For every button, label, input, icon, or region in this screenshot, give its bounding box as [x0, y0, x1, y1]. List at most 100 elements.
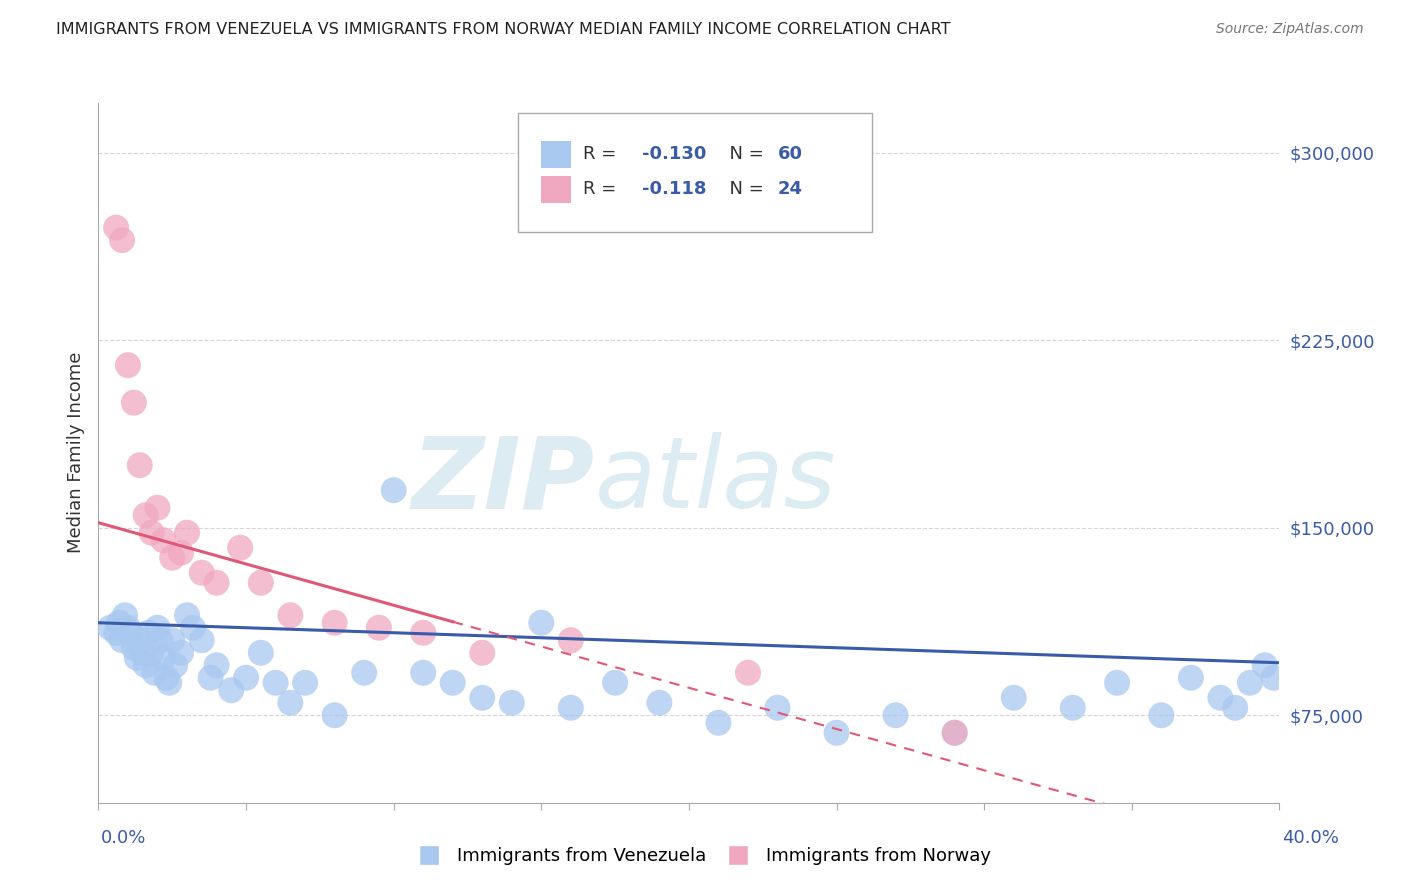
- Point: [560, 633, 582, 648]
- Point: [141, 646, 163, 660]
- Point: [1062, 700, 1084, 714]
- Point: [135, 508, 157, 523]
- Point: [1002, 690, 1025, 705]
- Point: [229, 541, 252, 555]
- FancyBboxPatch shape: [541, 176, 571, 202]
- Text: -0.118: -0.118: [641, 180, 706, 198]
- Point: [170, 646, 193, 660]
- Text: 0.0%: 0.0%: [101, 829, 146, 847]
- Point: [1150, 708, 1173, 723]
- Point: [181, 621, 204, 635]
- Point: [155, 671, 177, 685]
- Text: -0.130: -0.130: [641, 145, 706, 163]
- Point: [412, 625, 434, 640]
- Point: [707, 715, 730, 730]
- Text: 60: 60: [778, 145, 803, 163]
- Point: [162, 633, 183, 648]
- Point: [152, 650, 174, 665]
- Point: [1239, 675, 1261, 690]
- Legend: Immigrants from Venezuela, Immigrants from Norway: Immigrants from Venezuela, Immigrants fr…: [406, 838, 1000, 874]
- Point: [122, 640, 145, 655]
- Point: [132, 646, 155, 660]
- Point: [605, 675, 627, 690]
- Point: [530, 615, 553, 630]
- Point: [766, 700, 789, 714]
- Text: N =: N =: [718, 180, 770, 198]
- Point: [135, 658, 157, 673]
- Point: [1107, 675, 1129, 690]
- Point: [162, 550, 183, 565]
- Point: [105, 625, 128, 640]
- Text: IMMIGRANTS FROM VENEZUELA VS IMMIGRANTS FROM NORWAY MEDIAN FAMILY INCOME CORRELA: IMMIGRANTS FROM VENEZUELA VS IMMIGRANTS …: [56, 22, 950, 37]
- Point: [250, 575, 273, 590]
- Point: [108, 615, 131, 630]
- Point: [152, 533, 174, 548]
- Point: [560, 700, 582, 714]
- Point: [471, 646, 494, 660]
- Point: [294, 675, 316, 690]
- Point: [98, 621, 121, 635]
- Point: [117, 621, 139, 635]
- Point: [157, 675, 180, 690]
- Point: [648, 696, 671, 710]
- Text: ZIP: ZIP: [412, 433, 595, 529]
- Point: [138, 625, 160, 640]
- Point: [128, 458, 150, 473]
- Point: [191, 566, 214, 580]
- Point: [141, 525, 163, 540]
- Point: [1225, 700, 1247, 714]
- Text: atlas: atlas: [595, 433, 837, 529]
- Point: [149, 633, 172, 648]
- Point: [117, 358, 139, 372]
- Text: R =: R =: [582, 180, 621, 198]
- Point: [441, 675, 464, 690]
- Point: [125, 650, 148, 665]
- Point: [122, 395, 145, 409]
- Point: [114, 608, 136, 623]
- Point: [943, 726, 966, 740]
- Point: [235, 671, 257, 685]
- Point: [143, 665, 166, 680]
- Point: [105, 220, 128, 235]
- Point: [146, 500, 169, 515]
- Text: Source: ZipAtlas.com: Source: ZipAtlas.com: [1216, 22, 1364, 37]
- Point: [176, 608, 198, 623]
- Point: [943, 726, 966, 740]
- Point: [205, 575, 228, 590]
- Point: [221, 683, 243, 698]
- Point: [737, 665, 759, 680]
- Point: [412, 665, 434, 680]
- Point: [205, 658, 228, 673]
- Text: R =: R =: [582, 145, 621, 163]
- Point: [280, 608, 302, 623]
- FancyBboxPatch shape: [517, 113, 872, 232]
- Point: [471, 690, 494, 705]
- Point: [825, 726, 848, 740]
- Point: [382, 483, 405, 498]
- Point: [1254, 658, 1277, 673]
- Point: [1180, 671, 1202, 685]
- Point: [353, 665, 375, 680]
- Point: [128, 633, 150, 648]
- Point: [323, 708, 346, 723]
- Point: [280, 696, 302, 710]
- Point: [111, 233, 134, 247]
- Point: [170, 546, 193, 560]
- Point: [264, 675, 287, 690]
- Point: [120, 625, 142, 640]
- Point: [501, 696, 523, 710]
- Point: [323, 615, 346, 630]
- Point: [165, 658, 187, 673]
- Point: [1263, 671, 1285, 685]
- Text: N =: N =: [718, 145, 770, 163]
- Text: 40.0%: 40.0%: [1282, 829, 1339, 847]
- Point: [368, 621, 391, 635]
- Y-axis label: Median Family Income: Median Family Income: [66, 352, 84, 553]
- Point: [191, 633, 214, 648]
- Point: [176, 525, 198, 540]
- Point: [884, 708, 907, 723]
- Point: [200, 671, 222, 685]
- Point: [250, 646, 273, 660]
- Point: [111, 633, 134, 648]
- FancyBboxPatch shape: [541, 141, 571, 168]
